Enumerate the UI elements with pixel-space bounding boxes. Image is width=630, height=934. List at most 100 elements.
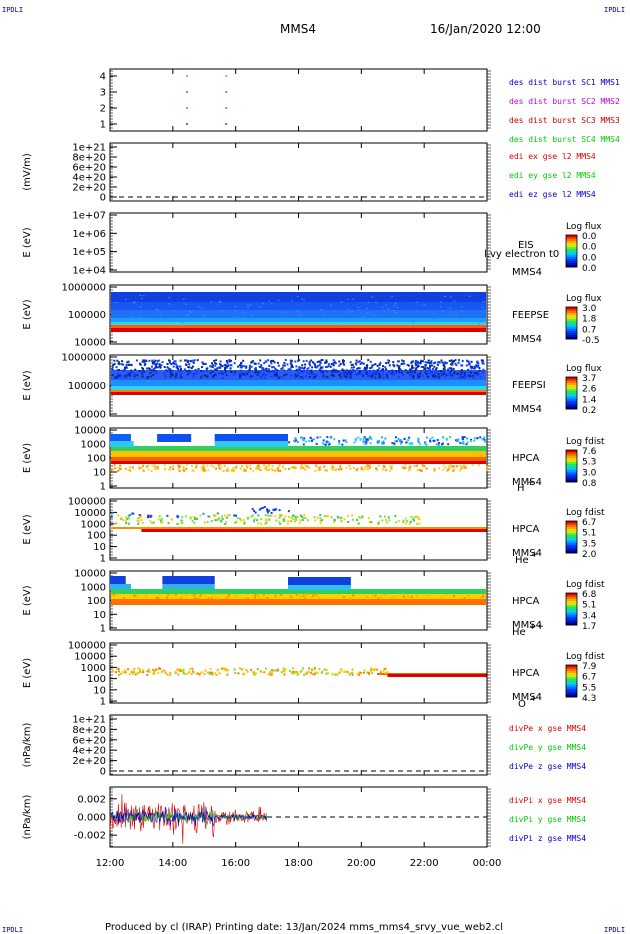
spectrogram-pixel — [300, 465, 303, 468]
spectrogram-pixel — [157, 597, 160, 600]
spectrogram-pixel — [145, 465, 148, 468]
spectrogram-band — [111, 392, 486, 395]
spectrogram-pixel — [350, 373, 353, 376]
spectrogram-pixel — [388, 465, 391, 468]
spectrogram-pixel — [483, 593, 486, 596]
spectrogram-pixel — [242, 672, 245, 675]
spectrogram-pixel — [370, 667, 373, 670]
spectrogram-pixel — [219, 593, 222, 596]
colorbar-cell — [566, 615, 577, 618]
spectrogram — [111, 359, 486, 395]
spectrogram-pixel — [417, 517, 420, 520]
spectrogram-pixel — [374, 668, 377, 671]
spectrogram-pixel — [428, 367, 431, 370]
spectrogram-pixel — [405, 441, 408, 444]
spectrogram-pixel — [273, 370, 276, 373]
spectrogram-pixel — [187, 373, 190, 376]
spectrogram-pixel — [393, 365, 396, 368]
spectrogram-pixel — [219, 466, 222, 469]
spectrogram-pixel — [185, 363, 188, 366]
spectrogram-pixel — [321, 375, 324, 378]
spectrogram-pixel — [147, 514, 150, 517]
spectrogram-pixel — [124, 367, 127, 370]
spectrogram-pixel — [259, 670, 262, 673]
spectrogram-pixel — [130, 363, 133, 366]
colorbar-cell — [566, 381, 577, 384]
spectrogram-pixel — [457, 438, 460, 441]
colorbar-cell — [566, 523, 577, 526]
spectrogram-pixel — [469, 375, 472, 378]
spectrogram-pixel — [310, 371, 313, 374]
colorbar-cell — [566, 251, 577, 254]
spectrogram-pixel — [298, 366, 301, 369]
spectrogram-pixel — [316, 436, 319, 439]
spectrogram-pixel — [343, 670, 346, 673]
spectrogram-pixel — [419, 372, 422, 375]
spectrogram-pixel — [283, 361, 286, 364]
spectrogram-pixel — [371, 364, 374, 367]
spectrogram-pixel — [192, 361, 195, 364]
spacecraft-label: MMS4 — [512, 548, 542, 559]
colorbar-cell — [566, 693, 577, 696]
y-tick-label: 1 — [100, 120, 106, 131]
spectrogram-pixel — [218, 672, 221, 675]
spectrogram-pixel — [440, 374, 443, 377]
spectrogram-pixel — [332, 373, 335, 376]
spectrogram-pixel — [420, 469, 423, 472]
spectrogram-pixel — [180, 595, 183, 598]
legend-entry: edi ex gse l2 MMS4 — [509, 152, 596, 161]
spectrogram-pixel — [482, 371, 485, 374]
spectrogram-pixel — [358, 372, 361, 375]
spectrogram-pixel — [176, 364, 179, 367]
spectrogram-pixel — [340, 301, 343, 303]
spectrogram-pixel — [191, 365, 194, 368]
spectrogram-pixel — [421, 374, 424, 377]
spectrogram-pixel — [155, 597, 158, 600]
spectrogram-pixel — [378, 367, 381, 370]
spectrogram-pixel — [221, 376, 224, 379]
panel-frame — [109, 212, 488, 273]
spectrogram-pixel — [300, 515, 303, 518]
spectrogram-pixel — [122, 519, 125, 522]
colorbar-cell — [566, 677, 577, 680]
spectrogram-pixel — [156, 596, 159, 599]
spectrogram-pixel — [127, 514, 130, 517]
spectrogram-pixel — [123, 370, 126, 373]
spectrogram-pixel — [283, 670, 286, 673]
spectrogram-pixel — [166, 514, 169, 517]
spectrogram-pixel — [185, 515, 188, 518]
spectrogram-pixel — [151, 361, 154, 364]
spectrogram-pixel — [338, 364, 341, 367]
spectrogram-pixel — [369, 466, 372, 469]
spectrogram-pixel — [426, 369, 429, 372]
corner-label-bottom-right: IPDLI — [604, 926, 625, 934]
spectrogram-pixel — [150, 521, 153, 524]
spectrogram-pixel — [279, 522, 282, 525]
spectrogram-pixel — [412, 519, 415, 522]
spectrogram-pixel — [449, 371, 452, 374]
spectrogram-pixel — [375, 468, 378, 471]
colorbar-frame — [565, 376, 578, 410]
spectrogram-pixel — [367, 301, 370, 303]
spectrogram-pixel — [271, 673, 274, 676]
spectrogram-pixel — [381, 320, 384, 322]
spectrogram-pixel — [124, 669, 127, 672]
spectrogram-pixel — [444, 361, 447, 364]
spectrogram-pixel — [401, 362, 404, 365]
spectrogram-pixel — [320, 671, 323, 674]
colorbar-tick-label: 6.8 — [582, 590, 597, 600]
spectrogram-pixel — [463, 374, 466, 377]
spectrogram-pixel — [445, 373, 448, 376]
y-tick-label: 1000 — [81, 519, 106, 530]
spectrogram-pixel — [463, 597, 466, 600]
spectrogram-pixel — [394, 302, 397, 304]
colorbar-tick-label: 7.9 — [582, 662, 597, 672]
spectrogram-pixel — [334, 369, 337, 372]
spectrogram-pixel — [170, 369, 173, 372]
colorbar-cell — [566, 319, 577, 322]
spectrogram-pixel — [421, 464, 424, 467]
spectrogram-pixel — [460, 310, 463, 312]
spectrogram-pixel — [190, 367, 193, 370]
spectrogram-pixel — [376, 369, 379, 372]
spectrogram-pixel — [161, 669, 164, 672]
